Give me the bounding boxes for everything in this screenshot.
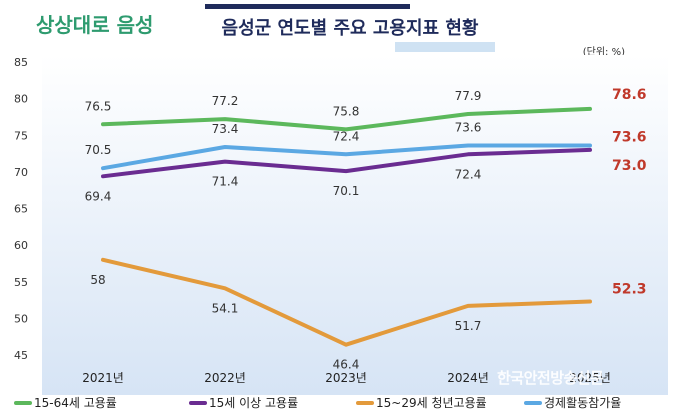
title-accent-bar xyxy=(205,4,410,9)
series-line-1 xyxy=(101,106,592,132)
logo: 상상대로 음성 xyxy=(36,6,153,40)
legend-label: 15-64세 고용률 xyxy=(34,396,117,410)
legend-swatch xyxy=(356,400,374,405)
watermark: 한국안전방송신문 xyxy=(497,369,604,387)
legend-item: 15-64세 고용률 xyxy=(14,394,117,411)
data-label: 72.4 xyxy=(333,129,360,143)
data-label: 73.6 xyxy=(455,121,482,135)
y-tick-label: 65 xyxy=(14,203,28,216)
y-tick-label: 70 xyxy=(14,166,28,179)
data-label: 73.4 xyxy=(212,122,239,136)
x-axis: 2021년 2022년 2023년 2024년 2025년 xyxy=(82,371,611,385)
data-label: 78.6 xyxy=(612,87,647,103)
x-tick-label: 2021년 xyxy=(82,371,124,385)
data-labels: 76.5 77.2 75.8 77.9 78.6 69.4 71.4 70.1 72.4 73.0… xyxy=(85,87,647,372)
legend-label: 15~29세 청년고용률 xyxy=(376,396,487,410)
y-axis: 45 50 55 60 65 70 75 80 85 xyxy=(14,56,28,362)
legend: 15-64세 고용률 15세 이상 고용률 15~29세 청년고용률 경제활동참가율 xyxy=(0,394,673,414)
legend-label: 15세 이상 고용률 xyxy=(209,396,299,410)
legend-swatch xyxy=(14,400,32,405)
data-label: 54.1 xyxy=(212,301,239,315)
legend-item: 15~29세 청년고용률 xyxy=(356,394,487,411)
data-label: 75.8 xyxy=(333,104,360,118)
series-line-2 xyxy=(101,147,592,179)
series-line-3 xyxy=(101,257,592,347)
legend-swatch xyxy=(524,400,542,405)
data-label: 70.1 xyxy=(333,184,360,198)
data-label: 69.4 xyxy=(85,189,112,203)
series-line-4 xyxy=(101,143,592,171)
title-highlight xyxy=(395,42,495,52)
data-label: 58 xyxy=(90,273,105,287)
y-tick-label: 55 xyxy=(14,276,28,289)
data-label: 52.3 xyxy=(612,282,647,298)
data-label: 77.2 xyxy=(212,94,239,108)
x-tick-label: 2024년 xyxy=(447,371,489,385)
legend-item: 15세 이상 고용률 xyxy=(189,394,298,411)
x-tick-label: 2023년 xyxy=(325,371,367,385)
chart-title: 음성군 연도별 주요 고용지표 현황 xyxy=(221,18,479,39)
data-label: 76.5 xyxy=(85,99,112,113)
y-tick-label: 80 xyxy=(14,93,28,106)
data-label: 73.0 xyxy=(612,158,647,174)
logo-text: 상상대로 음성 xyxy=(36,12,154,37)
x-tick-label: 2025년 xyxy=(569,371,611,385)
y-tick-label: 50 xyxy=(14,312,28,325)
legend-item: 경제활동참가율 xyxy=(524,394,621,411)
data-label: 72.4 xyxy=(455,167,482,181)
unit-label: (단위: %) xyxy=(582,47,625,58)
data-label: 77.9 xyxy=(455,89,482,103)
data-label: 70.5 xyxy=(85,143,112,157)
x-tick-label: 2022년 xyxy=(204,371,246,385)
legend-swatch xyxy=(189,400,207,405)
y-tick-label: 75 xyxy=(14,129,28,142)
data-label: 51.7 xyxy=(455,319,482,333)
data-label: 71.4 xyxy=(212,175,239,189)
series-lines xyxy=(101,106,592,347)
legend-label: 경제활동참가율 xyxy=(544,396,622,410)
y-tick-label: 85 xyxy=(14,56,28,69)
y-tick-label: 45 xyxy=(14,349,28,362)
data-label: 73.6 xyxy=(612,130,647,146)
y-tick-label: 60 xyxy=(14,239,28,252)
data-label: 46.4 xyxy=(333,358,360,372)
